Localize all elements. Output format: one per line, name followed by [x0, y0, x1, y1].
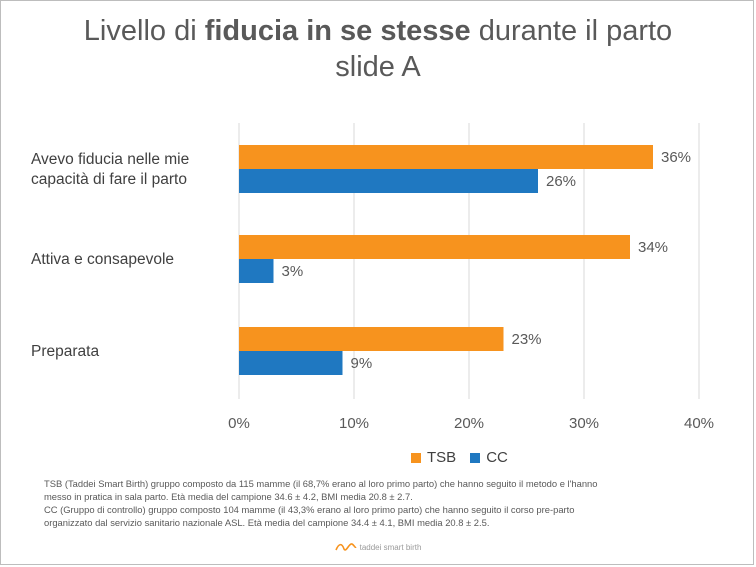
category-label: Avevo fiducia nelle mie: [31, 151, 189, 168]
x-tick-label: 20%: [454, 415, 484, 432]
logo-wave-icon: [334, 543, 357, 551]
legend-swatch-cc: [470, 452, 481, 463]
x-tick-label: 0%: [228, 415, 250, 432]
legend-label-tsb: TSB: [427, 449, 457, 466]
bar-tsb: [239, 145, 653, 169]
x-tick-label: 10%: [339, 415, 369, 432]
footnote: TSB (Taddei Smart Birth) gruppo composto…: [44, 477, 724, 529]
data-label: 3%: [282, 263, 304, 280]
footnote-line: TSB (Taddei Smart Birth) gruppo composto…: [44, 478, 598, 489]
x-tick-label: 30%: [569, 415, 599, 432]
x-tick-label: 40%: [684, 415, 714, 432]
legend-item-tsb: TSB: [411, 449, 456, 466]
legend-item-cc: CC: [470, 449, 508, 466]
footnote-line: organizzato dal servizio sanitario nazio…: [44, 517, 490, 528]
data-label: 26%: [546, 173, 576, 190]
category-label: capacità di fare il parto: [31, 171, 187, 188]
bar-cc: [239, 169, 538, 193]
legend-label-cc: CC: [486, 449, 508, 466]
data-label: 34%: [638, 239, 668, 256]
bar-cc: [239, 351, 343, 375]
footnote-line: CC (Gruppo di controllo) gruppo composto…: [44, 504, 575, 515]
category-label: Attiva e consapevole: [31, 251, 174, 268]
chart-title: Livello di fiducia in se stesse durante …: [1, 13, 755, 85]
data-label: 36%: [661, 149, 691, 166]
data-label: 23%: [512, 331, 542, 348]
legend: TSB CC: [411, 449, 522, 466]
footnote-line: messo in pratica in sala parto. Età medi…: [44, 491, 413, 502]
logo-text: taddei smart birth: [359, 542, 422, 552]
category-label: Preparata: [31, 343, 99, 360]
title-suffix: durante il parto: [470, 15, 673, 47]
bar-tsb: [239, 235, 630, 259]
title-bold: fiducia in se stesse: [204, 15, 471, 47]
data-label: 9%: [351, 355, 373, 372]
bar-chart: 0% 10% 20% 30% 40% Avevo fiducia nelle mie cap…: [31, 123, 714, 432]
logo: taddei smart birth: [1, 541, 755, 553]
title-prefix: Livello di: [83, 15, 205, 47]
legend-swatch-tsb: [411, 452, 421, 463]
bar-cc: [239, 259, 274, 283]
title-line2: slide A: [335, 51, 421, 83]
bar-tsb: [239, 327, 504, 351]
